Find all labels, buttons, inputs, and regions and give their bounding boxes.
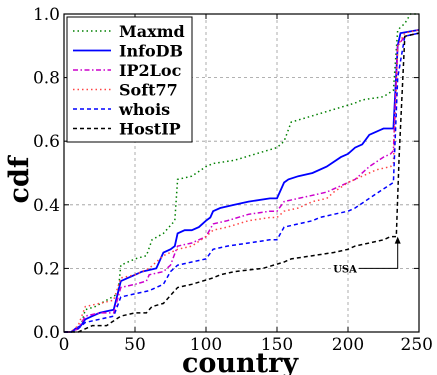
data-series <box>64 13 420 333</box>
legend-label-ip2loc: IP2Loc <box>119 61 182 80</box>
plot-frame <box>63 13 420 333</box>
legend-label-maxmd: Maxmd <box>119 22 185 41</box>
x-tick-label: 250 <box>401 335 433 355</box>
series-line-maxmd <box>64 13 419 333</box>
x-tick-label: 150 <box>261 335 293 355</box>
y-tick-label: 0.0 <box>33 323 60 343</box>
legend-label-hostip: HostIP <box>119 120 181 139</box>
y-tick-label: 0.2 <box>33 259 60 279</box>
x-tick-label: 0 <box>59 335 70 355</box>
y-axis-title: cdf <box>4 154 35 203</box>
series-line-hostip <box>64 32 420 333</box>
y-tick-label: 0.8 <box>33 69 60 89</box>
y-tick-label: 1.0 <box>33 5 60 25</box>
annotation-arrow <box>358 240 399 269</box>
x-tick-label: 200 <box>332 335 364 355</box>
legend-label-infodb: InfoDB <box>119 42 183 61</box>
x-axis-title: country <box>182 348 299 375</box>
series-line-infodb <box>64 29 420 333</box>
axis-ticks: 0 50 100 150 200 250 0.0 0.2 0.4 0.6 0.8 1.0 <box>33 5 433 355</box>
x-tick-label: 100 <box>190 335 222 355</box>
x-tick-label: 50 <box>124 335 146 355</box>
legend-label-whois: whois <box>118 100 170 119</box>
series-line-ip2loc <box>64 32 420 333</box>
annotation-arrowhead <box>394 236 401 244</box>
annotation-label-usa: USA <box>333 264 357 275</box>
y-tick-label: 0.6 <box>33 132 60 152</box>
usa-annotation: USA <box>333 236 401 275</box>
y-tick-label: 0.4 <box>33 196 60 216</box>
legend-label-soft77: Soft77 <box>119 81 178 100</box>
series-line-whois <box>64 32 420 333</box>
legend-box <box>66 16 193 143</box>
